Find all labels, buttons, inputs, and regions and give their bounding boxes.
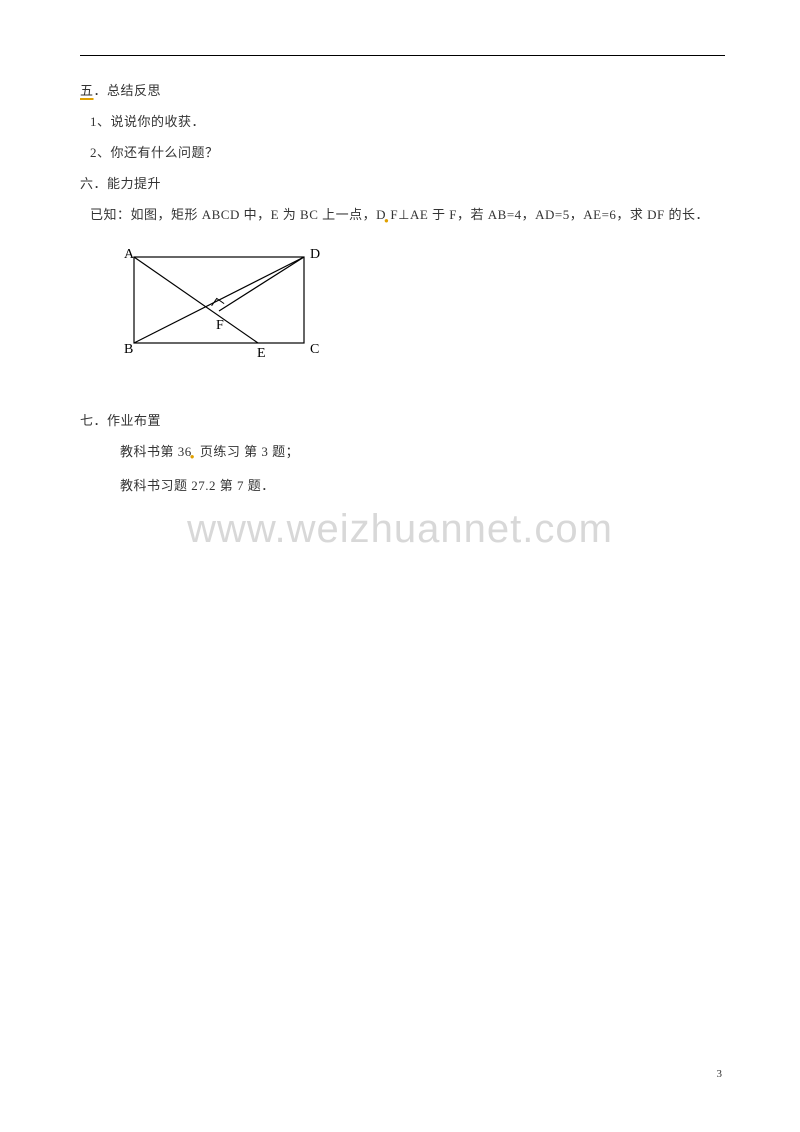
section-5-heading-text: ．总结反思 [94,83,162,98]
section-5-number: 五 [80,83,94,98]
annotation-dot-1: ● [384,217,389,225]
geometry-figure: A D B C E F [110,243,725,364]
page-container: 五．总结反思 1、说说你的收获． 2、你还有什么问题？ 六．能力提升 已知：如图… [0,0,800,1132]
section-7-line-1: 教科书第 36● 页练习 第 3 题； [80,445,725,462]
page-number: 3 [717,1068,723,1080]
svg-text:F: F [216,318,224,333]
section-7-line-2: 教科书习题 27.2 第 7 题． [80,479,725,492]
section-6-heading: 六．能力提升 [80,177,725,190]
svg-text:C: C [310,342,319,357]
watermark-text: www.weizhuannet.com [0,507,800,552]
svg-text:A: A [124,247,135,262]
problem-text-pre: 已知：如图，矩形 ABCD 中，E 为 BC 上一点，D [90,207,386,222]
section-5-heading: 五．总结反思 [80,84,725,97]
svg-text:D: D [310,247,320,262]
section-6-problem: 已知：如图，矩形 ABCD 中，E 为 BC 上一点，D●F⊥AE 于 F，若 … [80,208,725,225]
section-5-item-2: 2、你还有什么问题？ [80,146,725,159]
section-7-line-1a: 教科书第 36 [120,444,192,459]
section-5-item-1: 1、说说你的收获． [80,115,725,128]
top-rule [80,55,725,56]
geometry-svg: A D B C E F [110,243,326,359]
svg-text:B: B [124,342,133,357]
section-7-heading: 七．作业布置 [80,414,725,427]
section-7-line-1b: 页练习 第 3 题； [196,444,299,459]
annotation-dot-2: ● [190,453,195,461]
problem-text-post: F⊥AE 于 F，若 AB=4，AD=5，AE=6，求 DF 的长． [390,207,709,222]
svg-text:E: E [257,346,266,359]
